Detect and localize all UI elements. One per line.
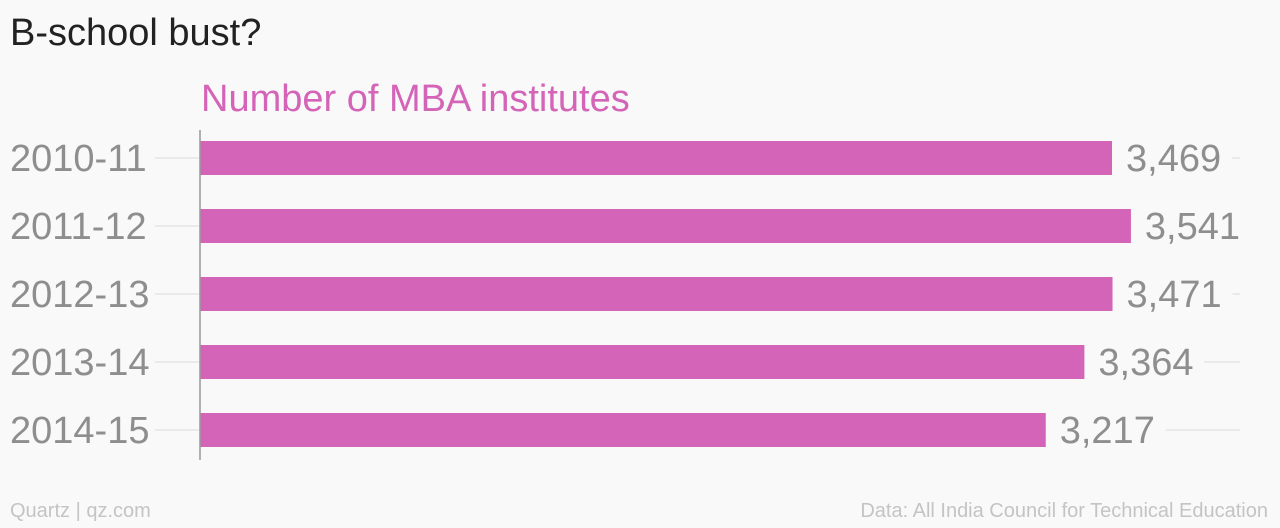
value-label: 3,217 [1060, 410, 1155, 452]
bar [200, 413, 1046, 447]
footer-credit: Quartz | qz.com [10, 500, 151, 522]
chart-title: B-school bust? [10, 12, 262, 54]
value-label: 3,471 [1127, 274, 1222, 316]
value-label: 3,469 [1126, 138, 1221, 180]
bar [200, 277, 1113, 311]
category-label: 2011-12 [10, 206, 147, 248]
bar [200, 209, 1131, 243]
category-label: 2014-15 [10, 410, 149, 452]
value-label-background [1112, 140, 1232, 176]
value-label-background [1112, 276, 1233, 312]
value-label-background [1084, 344, 1205, 380]
category-label: 2012-13 [10, 274, 149, 316]
value-label: 3,364 [1098, 342, 1193, 384]
category-label: 2010-11 [10, 138, 147, 180]
footer-source: Data: All India Council for Technical Ed… [860, 500, 1268, 522]
bar [200, 141, 1112, 175]
bar [200, 345, 1085, 379]
value-label-background [1130, 208, 1251, 244]
bar-chart: 2010-11 3,469 2011-12 3,541 2012-13 3,471 2013… [10, 130, 1251, 460]
category-label: 2013-14 [10, 342, 149, 384]
value-label: 3,541 [1145, 206, 1240, 248]
series-title: Number of MBA institutes [201, 78, 630, 120]
value-label-background [1045, 412, 1166, 448]
